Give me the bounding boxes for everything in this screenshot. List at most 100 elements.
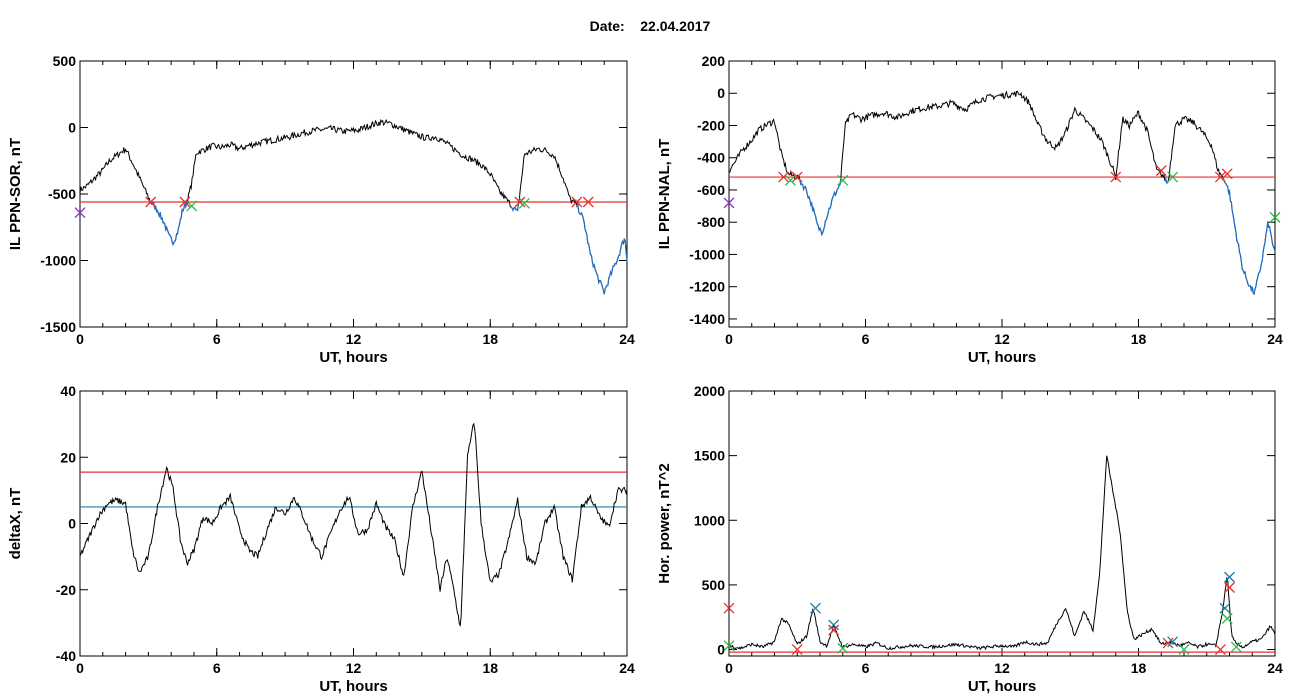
y-tick-label: -1400 <box>689 311 725 327</box>
x-tick-label: 24 <box>619 660 635 676</box>
x-marker <box>518 197 530 209</box>
x-tick-label: 6 <box>213 660 221 676</box>
y-tick-label: -400 <box>697 150 725 166</box>
y-tick-label: -1000 <box>689 246 725 262</box>
x-tick-label: 12 <box>346 331 362 347</box>
x-marker <box>571 196 583 208</box>
y-tick-label: 500 <box>53 53 77 69</box>
x-tick-label: 0 <box>725 660 733 676</box>
x-marker <box>1167 171 1179 183</box>
y-tick-label: -200 <box>697 117 725 133</box>
plot-frame <box>79 60 628 328</box>
series-line <box>79 422 628 628</box>
x-axis-label: UT, hours <box>968 678 1036 695</box>
x-marker <box>791 644 803 655</box>
x-marker <box>791 171 803 183</box>
x-marker <box>1224 571 1235 583</box>
x-marker <box>1221 613 1233 624</box>
series-below-threshold <box>150 201 628 295</box>
x-marker <box>784 174 796 186</box>
x-marker <box>1214 644 1226 655</box>
x-tick-label: 12 <box>994 331 1010 347</box>
y-tick-label: 0 <box>68 120 76 136</box>
y-tick-label: -1000 <box>40 253 76 269</box>
y-tick-label: 0 <box>717 642 725 658</box>
x-marker <box>582 196 594 208</box>
x-marker <box>1155 165 1167 177</box>
x-marker <box>1178 644 1190 655</box>
y-tick-label: -800 <box>697 214 725 230</box>
plot-frame <box>728 60 1276 328</box>
x-tick-label: 18 <box>1131 331 1147 347</box>
y-tick-label: 1500 <box>694 448 725 464</box>
y-tick-label: 500 <box>702 577 726 593</box>
x-marker <box>809 602 821 614</box>
x-marker <box>778 171 790 183</box>
y-tick-label: -20 <box>56 582 76 598</box>
y-tick-label: 40 <box>60 383 76 399</box>
x-tick-label: 6 <box>213 331 221 347</box>
y-tick-label: -600 <box>697 182 725 198</box>
y-tick-label: 1000 <box>694 512 725 528</box>
x-marker <box>1214 171 1226 183</box>
y-tick-label: 0 <box>717 85 725 101</box>
x-marker <box>828 624 840 636</box>
x-tick-label: 24 <box>1267 331 1283 347</box>
x-marker <box>828 619 840 631</box>
y-axis-label: IL PPN-SOR, nT <box>7 138 24 250</box>
x-axis-label: UT, hours <box>319 349 387 366</box>
x-tick-label: 0 <box>76 660 84 676</box>
x-marker <box>1224 582 1235 593</box>
x-tick-label: 0 <box>725 331 733 347</box>
x-tick-label: 18 <box>1131 660 1147 676</box>
chart-p4: 0 6 12 18 24 0 500 1000 1500 2000 UT, hours Hor. po… <box>656 383 1283 695</box>
x-tick-label: 24 <box>619 331 635 347</box>
series-below-threshold <box>794 176 1276 296</box>
y-tick-label: 200 <box>702 53 726 69</box>
y-tick-label: -1200 <box>689 279 725 295</box>
chart-p2: 0 6 12 18 24 -1400 -1200 -1000 -800 -600 -400 -200 0… <box>656 53 1283 366</box>
x-marker <box>1230 641 1242 653</box>
y-tick-label: -40 <box>56 648 76 664</box>
y-axis-label: IL PPN-NAL, nT <box>656 139 673 250</box>
y-axis-label: Hor. power, nT^2 <box>656 463 673 583</box>
series-line <box>729 455 1276 651</box>
x-marker <box>145 196 157 208</box>
x-marker <box>837 642 849 654</box>
chart-p3: 0 6 12 18 24 -40 -20 0 20 40 UT, hours deltaX, nT <box>7 383 635 695</box>
x-marker <box>723 602 735 614</box>
x-marker <box>837 174 849 186</box>
x-tick-label: 6 <box>862 660 870 676</box>
x-marker <box>1269 211 1281 223</box>
x-tick-label: 6 <box>862 331 870 347</box>
series-line <box>79 118 628 295</box>
y-axis-label: deltaX, nT <box>7 488 24 560</box>
series-line <box>728 90 1276 296</box>
y-tick-label: -1500 <box>40 319 76 335</box>
y-tick-label: 2000 <box>694 383 725 399</box>
x-marker <box>1219 602 1231 614</box>
date-value: 22.04.2017 <box>640 18 711 34</box>
y-tick-label: 20 <box>60 449 76 465</box>
x-tick-label: 0 <box>76 331 84 347</box>
x-tick-label: 18 <box>482 331 498 347</box>
x-marker <box>1167 636 1179 648</box>
y-tick-label: -500 <box>48 186 76 202</box>
page-title: Date: 22.04.2017 <box>0 18 1300 34</box>
x-tick-label: 12 <box>994 660 1010 676</box>
y-tick-label: 0 <box>68 516 76 532</box>
chart-p1: 0 6 12 18 24 -1500 -1000 -500 0 500 UT, hours IL PP… <box>7 53 635 366</box>
x-tick-label: 12 <box>346 660 362 676</box>
x-tick-label: 18 <box>482 660 498 676</box>
x-marker <box>186 200 198 212</box>
x-marker <box>74 207 86 219</box>
x-marker <box>1221 168 1233 180</box>
x-axis-label: UT, hours <box>319 678 387 695</box>
x-marker <box>723 197 735 209</box>
x-marker <box>1110 171 1122 183</box>
x-marker <box>723 640 735 652</box>
x-axis-label: UT, hours <box>968 349 1036 366</box>
x-marker <box>179 196 191 208</box>
plot-frame <box>79 390 628 657</box>
